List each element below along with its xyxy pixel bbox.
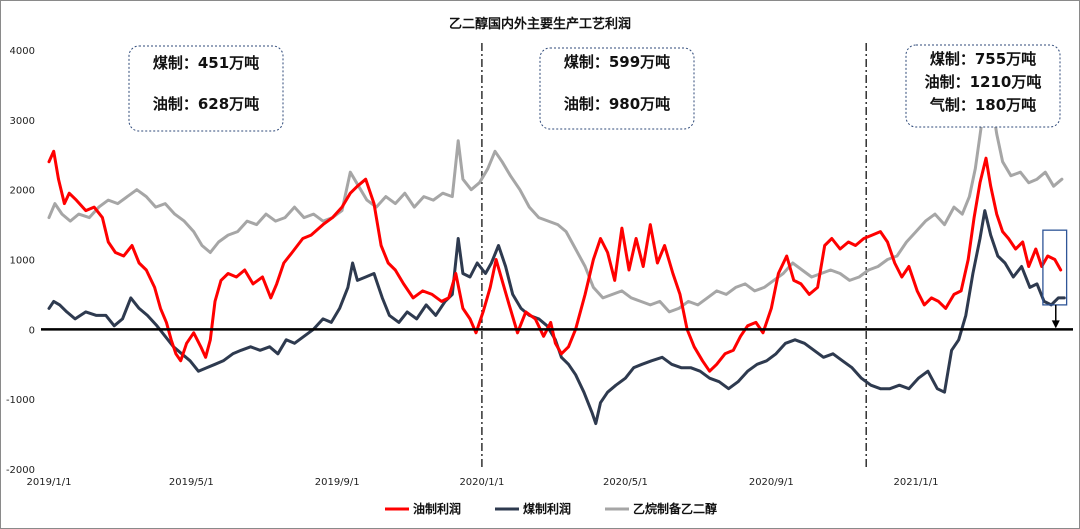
- x-tick-label: 2020/1/1: [459, 477, 504, 488]
- down-arrow-head: [1051, 320, 1060, 329]
- annotation-text: 油制：1210万吨: [925, 73, 1042, 91]
- series-layer: [47, 93, 1066, 426]
- annotation-text: 气制：180万吨: [929, 96, 1036, 114]
- y-tick-label: 4000: [10, 46, 35, 57]
- series-line-1: [47, 209, 1066, 426]
- legend-label: 煤制利润: [523, 501, 571, 516]
- annotation-box: [905, 44, 1061, 128]
- annotation-text: 油制：980万吨: [564, 95, 670, 113]
- x-tick-label: 2019/5/1: [169, 477, 214, 488]
- y-tick-label: 3000: [10, 116, 35, 127]
- annotation-text: 煤制：755万吨: [930, 50, 1036, 68]
- legend-label: 乙烷制备乙二醇: [633, 501, 717, 516]
- series-line-2: [47, 93, 1064, 314]
- x-tick-label: 2020/5/1: [603, 477, 648, 488]
- reference-lines: [481, 43, 867, 469]
- legend: 油制利润 煤制利润 乙烷制备乙二醇: [385, 501, 717, 516]
- series-line-0: [47, 149, 1063, 373]
- y-tick-label: -2000: [6, 465, 35, 476]
- y-tick-label: 2000: [10, 186, 35, 197]
- annotation-text: 煤制：451万吨: [153, 54, 259, 72]
- highlight-box: [1042, 229, 1068, 306]
- y-tick-label: -1000: [6, 395, 35, 406]
- x-tick-label: 2019/9/1: [315, 477, 360, 488]
- x-axis-ticks: 2019/1/1 2019/5/1 2019/9/1 2020/1/1 2020/5/1…: [27, 477, 939, 488]
- annotation-text: 油制：628万吨: [153, 95, 259, 113]
- chart-title: 乙二醇国内外主要生产工艺利润: [449, 16, 631, 32]
- annotation-box: [539, 47, 695, 130]
- annotation-box: [128, 45, 284, 132]
- x-tick-label: 2020/9/1: [749, 477, 794, 488]
- x-tick-label: 2021/1/1: [894, 477, 939, 488]
- legend-label: 油制利润: [413, 501, 461, 516]
- y-tick-label: 0: [29, 325, 35, 336]
- y-axis-ticks: 4000 3000 2000 1000 0 -1000 -2000: [6, 46, 35, 476]
- annotation-text: 煤制：599万吨: [564, 53, 670, 71]
- x-tick-label: 2019/1/1: [27, 477, 72, 488]
- y-tick-label: 1000: [10, 256, 35, 267]
- highlight-layer: [1042, 229, 1068, 329]
